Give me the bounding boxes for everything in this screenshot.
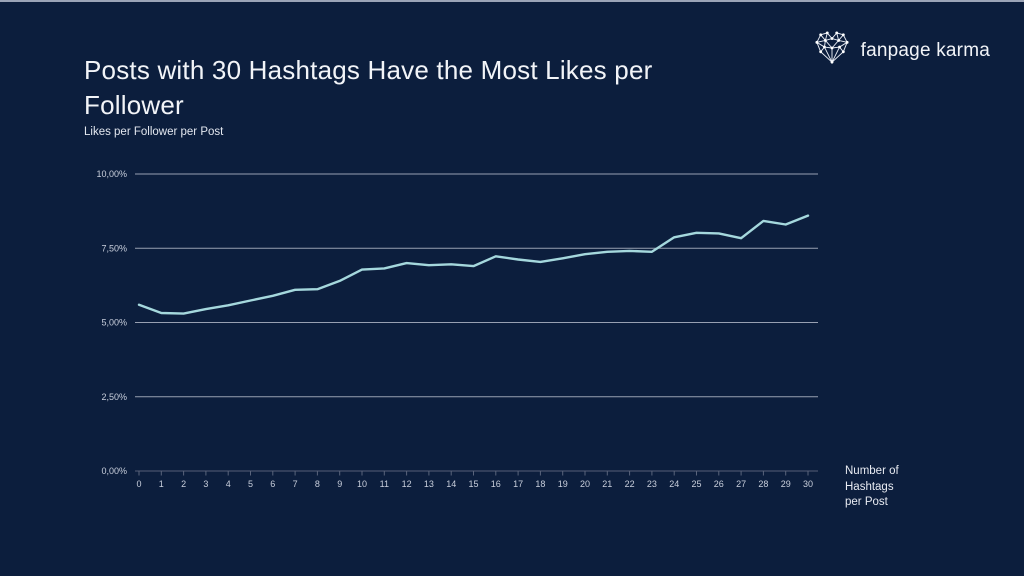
x-tick-label: 19 [558, 479, 568, 489]
x-tick-label: 7 [293, 479, 298, 489]
y-tick-label: 2,50% [101, 392, 127, 402]
x-tick-label: 29 [781, 479, 791, 489]
x-tick-label: 4 [226, 479, 231, 489]
x-tick-label: 24 [669, 479, 679, 489]
x-tick-label: 21 [602, 479, 612, 489]
x-tick-label: 27 [736, 479, 746, 489]
y-tick-label: 0,00% [101, 466, 127, 476]
x-tick-label: 1 [159, 479, 164, 489]
x-axis-title: Number of Hashtags per Post [845, 465, 899, 509]
x-tick-label: 13 [424, 479, 434, 489]
x-tick-label: 25 [691, 479, 701, 489]
logo-wordmark: fanpage karma [860, 39, 990, 61]
x-tick-label: 22 [625, 479, 635, 489]
x-tick-label: 17 [513, 479, 523, 489]
x-tick-label: 18 [535, 479, 545, 489]
x-tick-label: 12 [402, 479, 412, 489]
window-top-edge [0, 0, 1024, 2]
x-tick-label: 6 [270, 479, 275, 489]
x-tick-label: 10 [357, 479, 367, 489]
x-tick-label: 16 [491, 479, 501, 489]
network-heart-icon [813, 31, 851, 70]
x-tick-label: 26 [714, 479, 724, 489]
fanpage-karma-logo: fanpage karma [813, 31, 990, 70]
x-tick-label: 8 [315, 479, 320, 489]
x-tick-label: 9 [337, 479, 342, 489]
x-tick-label: 30 [803, 479, 813, 489]
x-tick-label: 3 [203, 479, 208, 489]
x-tick-label: 0 [136, 479, 141, 489]
x-tick-label: 15 [468, 479, 478, 489]
page-title: Posts with 30 Hashtags Have the Most Lik… [84, 53, 652, 123]
y-axis-title: Likes per Follower per Post [84, 126, 224, 138]
y-tick-label: 5,00% [101, 318, 127, 328]
title-line-1: Posts with 30 Hashtags Have the Most Lik… [84, 55, 653, 86]
x-tick-label: 2 [181, 479, 186, 489]
data-line [137, 214, 810, 315]
y-tick-label: 7,50% [101, 243, 127, 253]
y-tick-label: 10,00% [96, 169, 127, 179]
x-tick-label: 11 [380, 479, 389, 489]
title-line-2: Follower [84, 90, 184, 121]
x-tick-label: 23 [647, 479, 657, 489]
x-tick-label: 5 [248, 479, 253, 489]
x-tick-label: 28 [758, 479, 768, 489]
x-tick-label: 20 [580, 479, 590, 489]
x-tick-label: 14 [446, 479, 456, 489]
